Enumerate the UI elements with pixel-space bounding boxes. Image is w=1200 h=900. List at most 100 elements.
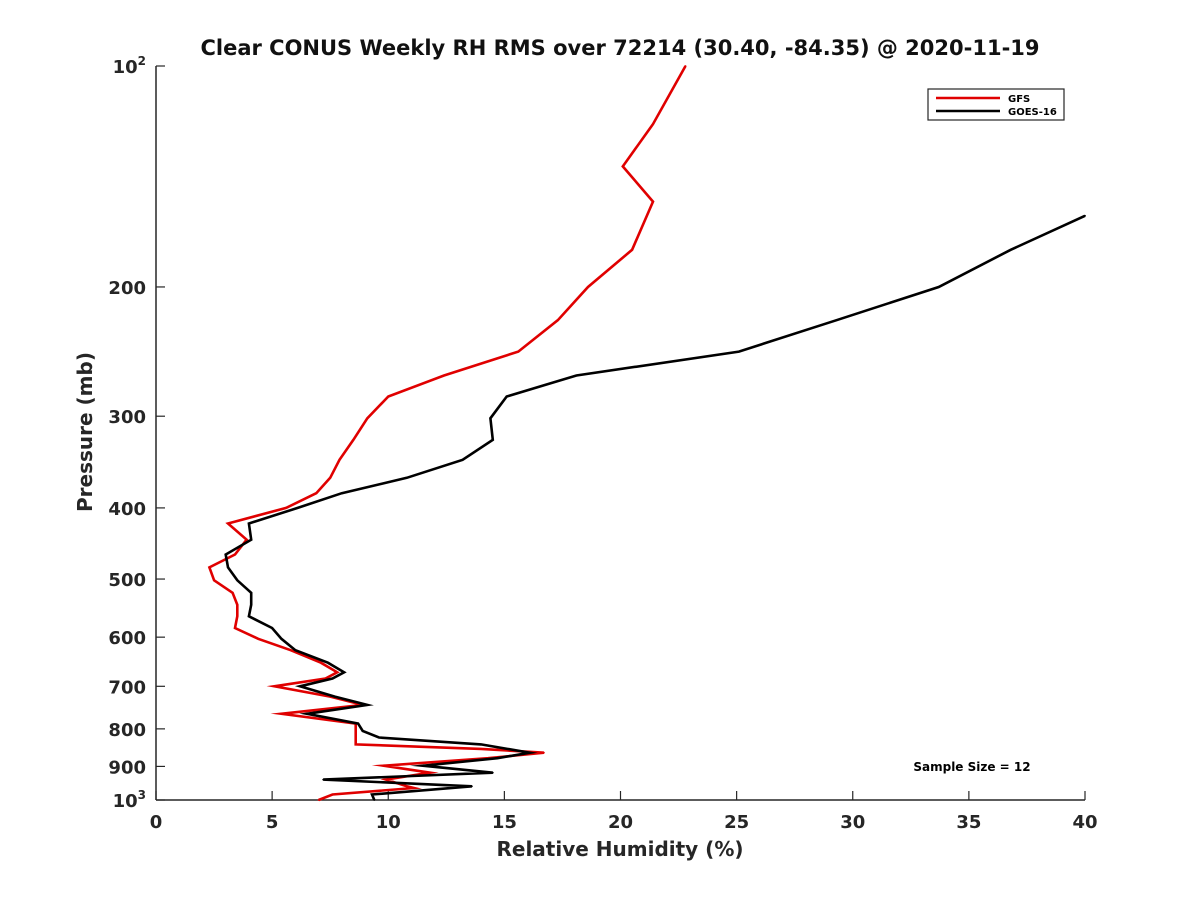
series-line-goes-16 <box>224 214 1086 801</box>
data-point-goes-16 <box>461 458 464 461</box>
data-point-gfs <box>208 566 211 569</box>
data-point-gfs <box>443 374 445 377</box>
data-point-goes-16 <box>575 374 578 377</box>
x-tick-label: 5 <box>266 812 279 833</box>
y-tick-label: 900 <box>108 757 146 778</box>
data-point-goes-16 <box>296 507 299 509</box>
data-point-gfs <box>234 627 236 629</box>
data-point-gfs <box>236 615 239 618</box>
data-point-gfs <box>621 165 624 168</box>
x-tick-label: 35 <box>956 812 981 833</box>
data-point-gfs <box>227 522 229 525</box>
data-point-gfs <box>354 736 357 739</box>
data-point-gfs <box>631 248 633 251</box>
series-layer <box>207 65 1086 802</box>
legend: GFS GOES-16 <box>927 88 1065 121</box>
data-point-gfs <box>352 438 355 441</box>
y-tick-label: 200 <box>108 278 146 299</box>
data-point-gfs <box>354 743 357 746</box>
data-point-gfs <box>684 65 687 67</box>
data-point-goes-16 <box>405 476 408 479</box>
data-point-gfs <box>320 661 322 664</box>
data-point-gfs <box>331 793 334 796</box>
x-tick-label: 0 <box>150 812 163 833</box>
data-point-gfs <box>366 417 369 420</box>
data-point-goes-16 <box>224 553 227 556</box>
data-point-goes-16 <box>1084 214 1086 217</box>
data-point-gfs <box>412 787 415 789</box>
x-axis-label: Relative Humidity (%) <box>496 837 743 861</box>
y-tick-label: 102 <box>113 54 146 78</box>
data-point-goes-16 <box>340 492 343 495</box>
y-tick-label: 103 <box>113 788 146 812</box>
data-point-goes-16 <box>738 350 740 353</box>
data-point-goes-16 <box>835 319 838 322</box>
data-point-gfs <box>280 712 283 715</box>
data-point-goes-16 <box>327 661 329 664</box>
data-point-goes-16 <box>361 730 364 732</box>
data-point-goes-16 <box>371 793 373 796</box>
data-point-goes-16 <box>505 395 508 398</box>
data-point-goes-16 <box>271 627 273 629</box>
x-tick-label: 15 <box>492 812 517 833</box>
data-point-gfs <box>336 671 339 674</box>
data-point-goes-16 <box>471 785 473 788</box>
data-point-gfs <box>652 200 654 203</box>
x-tick-label: 20 <box>608 812 633 833</box>
x-tick-label: 25 <box>724 812 749 833</box>
data-point-gfs <box>245 538 248 541</box>
data-point-gfs <box>556 319 559 322</box>
y-tick-label: 600 <box>108 628 146 649</box>
data-point-gfs <box>429 771 431 774</box>
data-point-gfs <box>234 553 236 556</box>
data-point-gfs <box>652 123 654 125</box>
data-point-goes-16 <box>294 649 297 652</box>
legend-label-gfs: GFS <box>1008 94 1030 105</box>
data-point-gfs <box>385 778 387 781</box>
legend-box <box>927 88 1065 121</box>
data-point-goes-16 <box>366 704 369 706</box>
data-point-goes-16 <box>236 579 239 582</box>
data-point-goes-16 <box>248 522 250 525</box>
x-tick-label: 10 <box>376 812 401 833</box>
data-point-goes-16 <box>299 685 301 688</box>
data-point-goes-16 <box>491 771 494 774</box>
data-point-goes-16 <box>250 591 253 594</box>
y-tick-label: 300 <box>108 407 146 428</box>
data-point-gfs <box>315 492 318 495</box>
data-point-gfs <box>289 649 292 652</box>
data-point-goes-16 <box>491 438 494 441</box>
data-point-gfs <box>285 507 287 509</box>
data-point-gfs <box>257 637 260 640</box>
x-tick-label: 40 <box>1072 812 1097 833</box>
y-tick-label: 400 <box>108 499 146 520</box>
data-point-goes-16 <box>1009 248 1012 251</box>
x-axis: 0 5 10 15 20 25 30 35 40 <box>150 791 1098 833</box>
data-point-gfs <box>543 751 545 754</box>
y-tick-label: 500 <box>108 570 146 591</box>
series-line-gfs <box>207 65 687 802</box>
data-point-gfs <box>354 730 357 732</box>
data-point-gfs <box>317 799 320 801</box>
data-point-gfs <box>387 395 390 398</box>
y-tick-label: 700 <box>108 677 146 698</box>
sample-size-annotation: Sample Size = 12 <box>913 760 1030 774</box>
data-point-goes-16 <box>529 751 531 754</box>
data-point-goes-16 <box>373 799 376 801</box>
data-point-gfs <box>405 785 408 788</box>
data-point-goes-16 <box>343 671 345 674</box>
data-point-gfs <box>231 591 234 594</box>
data-point-goes-16 <box>322 778 325 781</box>
data-point-goes-16 <box>250 538 253 541</box>
data-point-goes-16 <box>357 722 359 725</box>
data-point-gfs <box>329 476 332 479</box>
data-point-gfs <box>273 685 276 688</box>
data-point-gfs <box>213 579 216 582</box>
data-point-goes-16 <box>248 615 250 618</box>
data-point-goes-16 <box>937 286 940 288</box>
data-point-gfs <box>382 764 385 767</box>
data-point-gfs <box>587 286 589 288</box>
legend-label-goes-16: GOES-16 <box>1008 107 1057 118</box>
data-point-goes-16 <box>250 603 253 606</box>
